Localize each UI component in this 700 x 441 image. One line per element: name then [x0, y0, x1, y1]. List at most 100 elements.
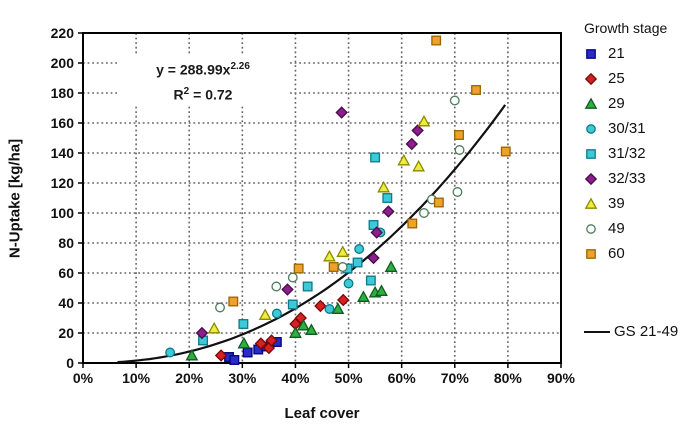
data-point-gs-49	[419, 208, 429, 218]
data-point-gs-32-33	[405, 137, 418, 151]
r-squared-line: R2 = 0.72	[173, 85, 233, 103]
legend-item-label: 39	[608, 195, 625, 212]
square-glyph	[586, 148, 596, 159]
y-tick-label: 100	[51, 205, 75, 221]
data-point-gs-49	[337, 262, 348, 272]
data-point-gs-29	[297, 318, 310, 331]
data-point-gs-60	[407, 218, 418, 229]
y-tick-label: 80	[58, 235, 74, 251]
data-point-gs-29	[237, 336, 251, 349]
y-tick-label: 140	[51, 145, 75, 161]
x-tick-label: 80%	[494, 370, 523, 386]
x-tick-label: 50%	[335, 370, 364, 386]
square-glyph	[586, 248, 596, 259]
diamond-marker-icon	[584, 72, 598, 85]
diamond-marker-icon	[584, 172, 598, 185]
legend-item-gs-39: 39	[584, 191, 696, 216]
triangle-glyph	[584, 196, 598, 209]
data-point-gs-31-32	[238, 319, 249, 329]
data-point-gs-60	[471, 85, 481, 95]
data-point-gs-30-31	[324, 304, 335, 314]
legend-item-label: 25	[608, 70, 625, 87]
legend-item-gs-29: 29	[584, 91, 696, 116]
data-point-gs-25	[294, 311, 307, 325]
data-point-gs-30-31	[165, 347, 176, 358]
data-point-gs-32-33	[335, 106, 348, 119]
legend-item-label: 31/32	[608, 145, 646, 162]
data-point-gs-39	[377, 180, 391, 193]
square-marker-icon	[586, 148, 596, 159]
y-tick-label: 180	[51, 85, 75, 101]
data-point-gs-32-33	[195, 326, 209, 340]
data-point-gs-60	[431, 35, 442, 46]
data-point-gs-60	[328, 262, 339, 272]
x-tick-label: 10%	[122, 370, 151, 386]
x-axis-title: Leaf cover	[284, 405, 360, 422]
y-tick-label: 0	[66, 355, 74, 371]
data-point-gs-25	[262, 341, 276, 355]
x-tick-label: 30%	[228, 370, 257, 386]
y-tick-label: 200	[51, 55, 75, 71]
legend-item-label: 21	[608, 45, 625, 62]
data-point-gs-25	[314, 299, 327, 313]
x-tick-label: 20%	[175, 370, 204, 386]
data-point-gs-49	[215, 302, 225, 313]
data-point-gs-31-32	[370, 152, 381, 163]
data-point-gs-60	[454, 130, 464, 140]
data-point-gs-32-33	[411, 124, 424, 137]
square-marker-icon	[586, 48, 596, 59]
circle-marker-icon	[586, 123, 596, 134]
data-point-gs-30-31	[271, 308, 282, 319]
legend-items: 21 25 29 30/31 31/32 32/33 39 49 60	[584, 41, 696, 266]
legend-item-gs-30-31: 30/31	[584, 116, 696, 141]
data-point-gs-25	[337, 293, 350, 307]
data-point-gs-31-32	[287, 299, 298, 310]
fit-equation-line: y = 288.99x2.26	[156, 61, 250, 78]
data-point-gs-49	[449, 95, 460, 106]
fit-equation: y = 288.99x2.26 R2 = 0.72	[118, 56, 288, 106]
data-point-gs-29	[357, 290, 370, 302]
data-point-gs-31-32	[302, 281, 313, 292]
x-tick-label: 0%	[73, 370, 94, 386]
data-point-gs-39	[417, 114, 431, 127]
circle-glyph	[586, 123, 596, 134]
legend-item-label: 30/31	[608, 120, 646, 137]
data-point-gs-29	[384, 260, 398, 272]
data-point-gs-29	[375, 284, 388, 296]
data-point-gs-39	[323, 249, 336, 262]
legend-item-gs-25: 25	[584, 66, 696, 91]
data-point-gs-25	[254, 337, 268, 350]
circle-glyph	[586, 223, 596, 234]
legend-item-gs-21: 21	[584, 41, 696, 66]
legend-trendline-entry: GS 21-49	[584, 323, 678, 340]
data-point-gs-39	[397, 153, 411, 166]
square-marker-icon	[586, 248, 596, 259]
y-tick-label: 220	[51, 25, 75, 41]
data-point-gs-60	[228, 296, 239, 307]
legend-item-label: 32/33	[608, 170, 646, 187]
y-tick-label: 120	[51, 175, 75, 191]
data-point-gs-31-32	[365, 275, 376, 286]
data-point-gs-60	[293, 263, 304, 274]
y-axis-title: N-Uptake [kg/ha]	[6, 138, 24, 259]
data-point-gs-29	[331, 302, 345, 314]
data-point-gs-21	[242, 347, 253, 358]
y-tick-label: 40	[58, 295, 74, 311]
legend-trendline-label: GS 21-49	[614, 323, 679, 340]
data-point-gs-49	[454, 145, 465, 155]
legend-title: Growth stage	[584, 20, 668, 36]
legend-item-gs-32-33: 32/33	[584, 166, 696, 191]
legend-item-label: 49	[608, 220, 625, 237]
x-tick-label: 90%	[547, 370, 576, 386]
data-point-gs-60	[433, 197, 444, 208]
legend-item-label: 60	[608, 245, 625, 262]
data-point-gs-32-33	[370, 226, 383, 239]
data-point-gs-31-32	[368, 220, 379, 230]
triangle-marker-icon	[584, 196, 598, 209]
y-tick-label: 60	[58, 265, 74, 281]
data-point-gs-31-32	[352, 257, 363, 268]
data-point-gs-49	[452, 187, 463, 197]
circle-marker-icon	[586, 223, 596, 234]
